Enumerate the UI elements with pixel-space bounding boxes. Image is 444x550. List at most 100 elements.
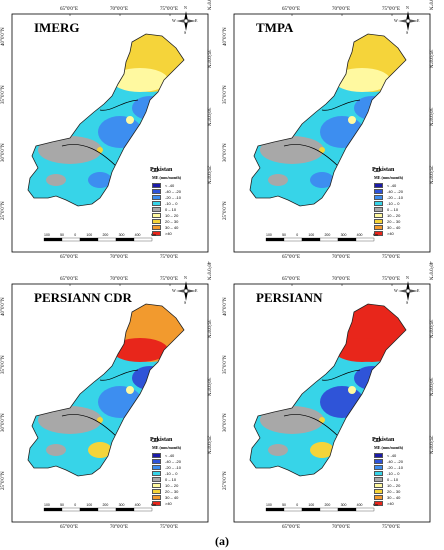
longitude-label: 65°0'0"E [60, 255, 78, 260]
legend-label: 20 – 30 [165, 218, 179, 224]
latitude-label: 30°0'0"N [1, 143, 6, 162]
longitude-label: 65°0'0"E [282, 255, 300, 260]
legend-title: ME (mm/month) [374, 175, 403, 180]
legend-label: -10 – 0 [165, 470, 178, 476]
map-panel: IMERG 65°0'0"E 70°0'0"E 75°0'0"E 65°0'0"E 70°… [0, 0, 212, 266]
legend-item: -10 – 0 [152, 470, 210, 476]
legend-swatch [374, 212, 383, 218]
legend-item: -40 – -20 [152, 458, 210, 464]
latitude-label: 40°0'0"N [206, 261, 211, 280]
legend-swatch [152, 500, 161, 506]
west-spot [46, 174, 66, 186]
legend-label: 20 – 30 [387, 488, 401, 494]
legend-swatch [152, 188, 161, 194]
legend-label: -10 – 0 [387, 200, 400, 206]
legend-swatch [152, 224, 161, 230]
west-spot [268, 174, 288, 186]
scale-bar [43, 507, 153, 512]
legend-label: >40 [165, 230, 172, 236]
latitude-label: 35°0'0"N [428, 49, 433, 68]
legend-country: Pakistan [372, 437, 395, 443]
legend-country: Pakistan [150, 167, 173, 173]
province-border [321, 369, 361, 381]
legend: Pakistan ME (mm/month) < -40 -40 – -20 -20 –… [372, 437, 432, 506]
north-arrow-icon: N S E W [394, 275, 419, 305]
legend-item: -20 – -10 [374, 464, 432, 470]
map-title: PERSIANN [256, 290, 323, 305]
legend-swatch [374, 206, 383, 212]
hotspot [319, 417, 325, 423]
legend-label: >40 [387, 230, 394, 236]
longitude-label: 65°0'0"E [282, 7, 300, 12]
legend-label: 0 – 10 [165, 206, 177, 212]
map-title: TMPA [256, 20, 294, 35]
legend-item: 30 – 40 [152, 494, 210, 500]
legend-item: 0 – 10 [152, 206, 210, 212]
compass-label: W [394, 18, 398, 23]
country-outline [27, 303, 185, 477]
latitude-label: 30°0'0"N [428, 377, 433, 396]
figure-caption: (a) [215, 534, 229, 548]
legend-label: -20 – -10 [387, 194, 404, 200]
map-svg [233, 13, 431, 253]
legend-label: 0 – 10 [165, 476, 177, 482]
legend-item: -40 – -20 [152, 188, 210, 194]
province-border [99, 369, 139, 381]
legend-swatch [374, 452, 383, 458]
legend-swatch [152, 464, 161, 470]
legend-label: < -40 [387, 182, 397, 188]
compass-label: W [172, 288, 176, 293]
legend-label: 10 – 20 [387, 212, 401, 218]
province-border [61, 144, 119, 169]
compass-label: E [195, 18, 198, 23]
legend-label: < -40 [387, 452, 397, 458]
compass-label: N [406, 5, 409, 10]
legend-item: -20 – -10 [374, 194, 432, 200]
sindh-spot [88, 442, 112, 458]
sindh-spot [310, 442, 334, 458]
longitude-label: 70°0'0"E [332, 277, 350, 282]
legend-swatch [152, 452, 161, 458]
legend-item: -20 – -10 [152, 464, 210, 470]
legend-label: 0 – 10 [387, 476, 399, 482]
legend-label: -20 – -10 [165, 194, 182, 200]
longitude-label: 70°0'0"E [110, 525, 128, 530]
province-border [283, 414, 341, 439]
balochistan-grey [38, 406, 102, 434]
sindh-spot [310, 172, 334, 188]
legend-label: 10 – 20 [165, 212, 179, 218]
north-arrow-icon: N S E W [172, 275, 197, 305]
legend-swatch [374, 476, 383, 482]
legend-swatch [152, 194, 161, 200]
longitude-label: 75°0'0"E [382, 277, 400, 282]
legend-swatch [152, 494, 161, 500]
longitude-label: 70°0'0"E [110, 255, 128, 260]
pakistan-outline-icon [372, 167, 382, 173]
longitude-label: 75°0'0"E [160, 255, 178, 260]
latitude-label: 30°0'0"N [1, 413, 6, 432]
legend-item: < -40 [152, 452, 210, 458]
pakistan-outline-icon [150, 437, 160, 443]
legend-item: >40 [374, 500, 432, 506]
latitude-label: 35°0'0"N [428, 319, 433, 338]
latitude-label: 25°0'0"N [223, 471, 228, 490]
map-panel: PERSIANN CDR 65°0'0"E 70°0'0"E 75°0'0"E 65°0… [0, 261, 212, 536]
legend-item: 20 – 30 [152, 218, 210, 224]
balochistan-grey [260, 406, 324, 434]
compass-label: S [406, 30, 409, 35]
map-title: PERSIANN CDR [34, 290, 132, 305]
legend-swatch [152, 182, 161, 188]
legend-swatch [152, 206, 161, 212]
legend-swatch [152, 470, 161, 476]
hotspot [126, 116, 134, 124]
province-border [99, 99, 139, 111]
longitude-label: 65°0'0"E [60, 525, 78, 530]
longitude-label: 75°0'0"E [382, 255, 400, 260]
scale-labels: 100 50 0 100 200 300 400 Km [44, 233, 156, 237]
legend-item: -10 – 0 [152, 200, 210, 206]
map-svg [233, 283, 431, 523]
longitude-label: 65°0'0"E [282, 277, 300, 282]
legend-swatch [152, 488, 161, 494]
legend-label: -40 – -20 [165, 188, 182, 194]
legend-label: 0 – 10 [387, 206, 399, 212]
